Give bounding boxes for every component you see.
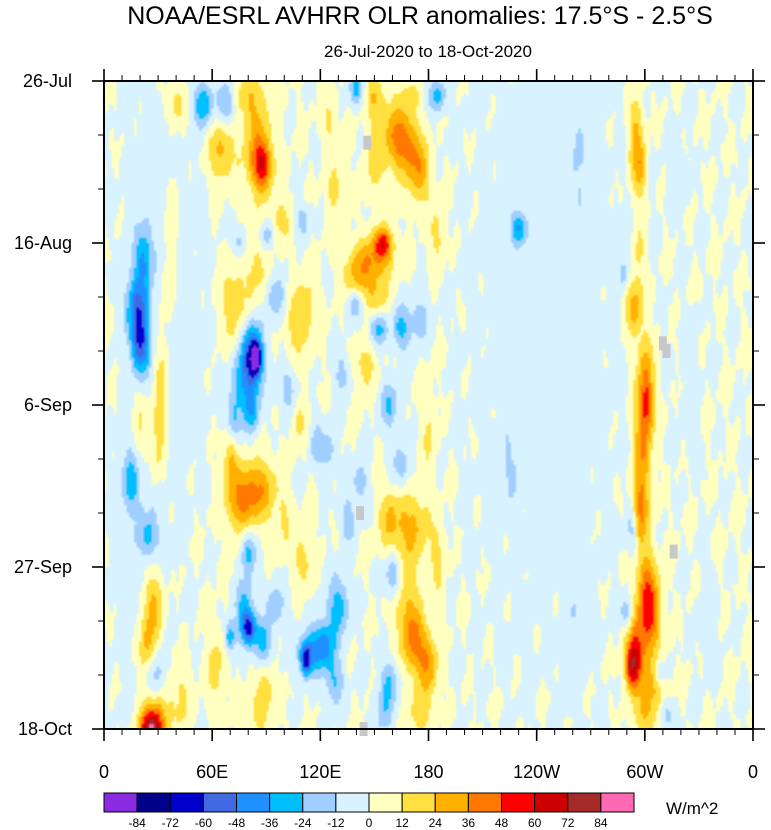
colorbar-swatch [335, 792, 370, 813]
colorbar-units: W/m^2 [666, 799, 718, 818]
x-tick-label: 120W [513, 762, 560, 782]
y-tick-label: 27-Sep [14, 557, 72, 577]
x-tick-label: 120E [299, 762, 341, 782]
colorbar-label: 24 [429, 816, 443, 830]
colorbar-swatch [368, 792, 403, 813]
x-tick-label: 0 [748, 762, 758, 782]
x-tick-label: 0 [99, 762, 109, 782]
y-tick-label: 16-Aug [14, 233, 72, 253]
colorbar-label: -24 [294, 816, 312, 830]
colorbar-label: -60 [195, 816, 213, 830]
chart-subtitle: 26-Jul-2020 to 18-Oct-2020 [324, 42, 532, 61]
x-tick-label: 60E [196, 762, 228, 782]
chart-title: NOAA/ESRL AVHRR OLR anomalies: 17.5°S - … [127, 2, 713, 30]
colorbar-swatch [401, 792, 436, 813]
colorbar-label: 48 [495, 816, 509, 830]
colorbar-swatch [236, 792, 271, 813]
colorbar-swatch [302, 792, 337, 813]
colorbar-label: -72 [162, 816, 180, 830]
colorbar: -84 -72 -60 -48 -36 -24 -12 0 12 24 36 48 60 72 84 [103, 792, 635, 830]
colorbar-swatch [434, 792, 469, 813]
colorbar-swatch [467, 792, 502, 813]
y-axis-ticks: 26-Jul 16-Aug 6-Sep 27-Sep 18-Oct [14, 71, 765, 739]
olr-anomaly-heatmap [104, 81, 753, 729]
colorbar-swatch [501, 792, 536, 813]
colorbar-swatch [600, 792, 635, 813]
colorbar-swatch [534, 792, 569, 813]
missing-data-cell [355, 506, 364, 520]
colorbar-label: -48 [228, 816, 246, 830]
colorbar-label: 36 [462, 816, 476, 830]
y-tick-label: 26-Jul [23, 71, 72, 91]
missing-data-cell [662, 344, 671, 358]
plot-area [103, 80, 754, 736]
colorbar-swatch [567, 792, 602, 813]
colorbar-label: -36 [261, 816, 279, 830]
missing-data-cell [669, 544, 678, 559]
x-tick-label: 60W [626, 762, 663, 782]
colorbar-label: -84 [128, 816, 146, 830]
missing-data-cell [363, 135, 372, 150]
colorbar-label: -12 [327, 816, 345, 830]
colorbar-swatch [136, 792, 171, 813]
colorbar-label: 84 [594, 816, 608, 830]
colorbar-label: 12 [395, 816, 409, 830]
missing-data-cell [658, 336, 667, 351]
x-tick-label: 180 [413, 762, 443, 782]
colorbar-swatch [169, 792, 204, 813]
colorbar-swatch [202, 792, 237, 813]
colorbar-swatch [269, 792, 304, 813]
x-axis-ticks: 0 60E 120E 180 120W 60W 0 [99, 69, 758, 782]
colorbar-label: 0 [366, 816, 373, 830]
y-tick-label: 18-Oct [18, 719, 72, 739]
colorbar-label: 60 [528, 816, 542, 830]
colorbar-label: 72 [561, 816, 575, 830]
y-tick-label: 6-Sep [24, 395, 72, 415]
colorbar-swatch [103, 792, 138, 813]
